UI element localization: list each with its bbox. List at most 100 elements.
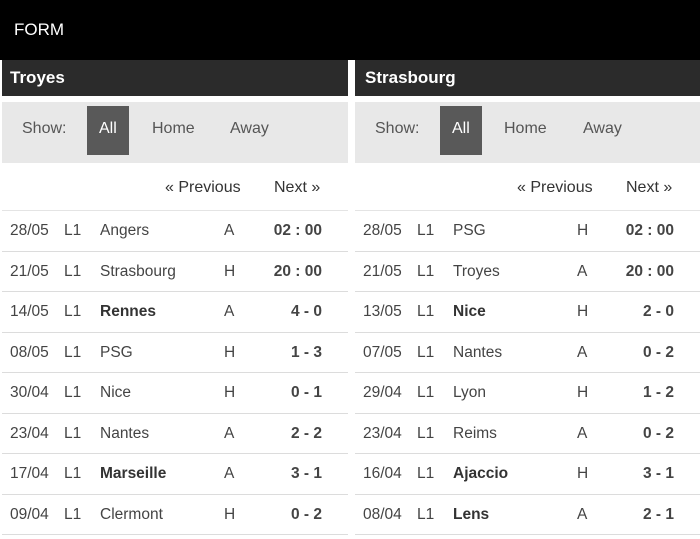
match-comp: L1: [417, 424, 435, 442]
away-team-panel: Strasbourg Show: All Home Away « Previou…: [355, 60, 700, 535]
match-date: 14/05: [10, 303, 49, 320]
match-date: 17/04: [10, 465, 49, 482]
match-row[interactable]: 14/05 L1 Rennes A 4 - 0: [2, 292, 348, 333]
match-comp: L1: [417, 343, 435, 361]
match-score: 1 - 2: [642, 384, 674, 401]
match-date: 07/05: [363, 343, 402, 361]
match-comp: L1: [64, 384, 82, 401]
match-score: 2 - 0: [642, 303, 674, 320]
match-date: 08/04: [363, 505, 402, 523]
match-date: 16/04: [363, 465, 402, 482]
match-score: 1 - 3: [290, 343, 322, 361]
match-comp: L1: [64, 303, 82, 320]
filter-home-button[interactable]: Home: [152, 120, 195, 137]
pagination: « Previous Next »: [355, 163, 700, 210]
match-row[interactable]: 30/04 L1 Nice H 0 - 1: [2, 373, 348, 414]
match-comp: L1: [64, 465, 82, 482]
match-score: 0 - 2: [642, 424, 674, 442]
match-date: 23/04: [10, 424, 49, 442]
filter-away-button[interactable]: Away: [230, 120, 269, 137]
match-date: 09/04: [10, 505, 49, 523]
match-venue: H: [224, 343, 236, 361]
filter-home-button[interactable]: Home: [504, 120, 547, 137]
match-row[interactable]: 13/05 L1 Nice H 2 - 0: [355, 292, 700, 333]
match-score: 0 - 1: [290, 384, 322, 401]
match-venue: H: [577, 465, 589, 482]
match-score: 4 - 0: [290, 303, 322, 320]
match-venue: H: [224, 505, 236, 523]
match-list: 28/05 L1 Angers A 02 : 00 21/05 L1 Strasbourg H 2…: [2, 210, 348, 535]
show-label: Show:: [22, 120, 67, 137]
match-date: 28/05: [10, 222, 49, 239]
match-comp: L1: [64, 262, 82, 280]
match-comp: L1: [64, 424, 82, 442]
match-score: 0 - 2: [642, 343, 674, 361]
next-link[interactable]: Next »: [626, 179, 673, 196]
team-name: Strasbourg: [355, 60, 700, 96]
previous-link[interactable]: « Previous: [165, 179, 241, 196]
match-venue: A: [224, 424, 235, 442]
form-header: FORM: [0, 0, 700, 60]
filter-all-button[interactable]: All: [440, 106, 482, 155]
match-venue: H: [224, 384, 236, 401]
match-date: 21/05: [10, 262, 49, 280]
match-opp: Reims: [453, 424, 497, 442]
match-opp: Angers: [100, 222, 150, 239]
match-score: 3 - 1: [642, 465, 674, 482]
match-date: 21/05: [363, 262, 402, 280]
match-opp: Lyon: [453, 384, 487, 401]
match-venue: A: [577, 424, 588, 442]
match-comp: L1: [417, 505, 435, 523]
match-row[interactable]: 17/04 L1 Marseille A 3 - 1: [2, 454, 348, 495]
match-score: 02 : 00: [273, 222, 322, 239]
match-score: 20 : 00: [625, 262, 674, 280]
match-opp: Nice: [100, 384, 132, 401]
match-row[interactable]: 08/04 L1 Lens A 2 - 1: [355, 495, 700, 535]
match-comp: L1: [64, 505, 82, 523]
match-row[interactable]: 28/05 L1 Angers A 02 : 00: [2, 211, 348, 252]
match-opp: Nantes: [100, 424, 150, 442]
match-row[interactable]: 29/04 L1 Lyon H 1 - 2: [355, 373, 700, 414]
filter-all-button[interactable]: All: [87, 106, 129, 155]
match-row[interactable]: 23/04 L1 Reims A 0 - 2: [355, 414, 700, 454]
match-venue: A: [224, 222, 235, 239]
match-score: 2 - 2: [290, 424, 322, 442]
match-opp: PSG: [453, 222, 486, 239]
match-opp: Nice: [453, 303, 486, 320]
match-comp: L1: [417, 303, 435, 320]
match-venue: A: [577, 343, 588, 361]
match-date: 28/05: [363, 222, 402, 239]
match-row[interactable]: 16/04 L1 Ajaccio H 3 - 1: [355, 454, 700, 495]
match-opp: Strasbourg: [100, 262, 176, 280]
match-opp: Clermont: [100, 505, 163, 523]
match-row[interactable]: 23/04 L1 Nantes A 2 - 2: [2, 414, 348, 454]
match-row[interactable]: 07/05 L1 Nantes A 0 - 2: [355, 333, 700, 373]
filter-away-button[interactable]: Away: [583, 120, 622, 137]
match-venue: A: [577, 505, 588, 523]
match-row[interactable]: 08/05 L1 PSG H 1 - 3: [2, 333, 348, 373]
match-venue: A: [224, 465, 235, 482]
match-comp: L1: [417, 465, 435, 482]
match-venue: H: [577, 384, 589, 401]
match-row[interactable]: 28/05 L1 PSG H 02 : 00: [355, 211, 700, 252]
next-link[interactable]: Next »: [274, 179, 321, 196]
match-score: 20 : 00: [273, 262, 322, 280]
team-name: Troyes: [2, 60, 348, 96]
previous-link[interactable]: « Previous: [517, 179, 593, 196]
match-comp: L1: [417, 384, 435, 401]
match-row[interactable]: 21/05 L1 Troyes A 20 : 00: [355, 252, 700, 292]
match-date: 13/05: [363, 303, 402, 320]
match-opp: Rennes: [100, 303, 156, 320]
pagination: « Previous Next »: [2, 163, 348, 210]
match-date: 29/04: [363, 384, 402, 401]
match-row[interactable]: 21/05 L1 Strasbourg H 20 : 00: [2, 252, 348, 292]
match-venue: H: [577, 303, 589, 320]
match-opp: Marseille: [100, 465, 167, 482]
match-score: 3 - 1: [290, 465, 322, 482]
match-opp: Ajaccio: [453, 465, 509, 482]
show-label: Show:: [375, 120, 420, 137]
match-date: 30/04: [10, 384, 49, 401]
match-comp: L1: [64, 343, 82, 361]
match-opp: Lens: [453, 505, 490, 523]
match-row[interactable]: 09/04 L1 Clermont H 0 - 2: [2, 495, 348, 535]
